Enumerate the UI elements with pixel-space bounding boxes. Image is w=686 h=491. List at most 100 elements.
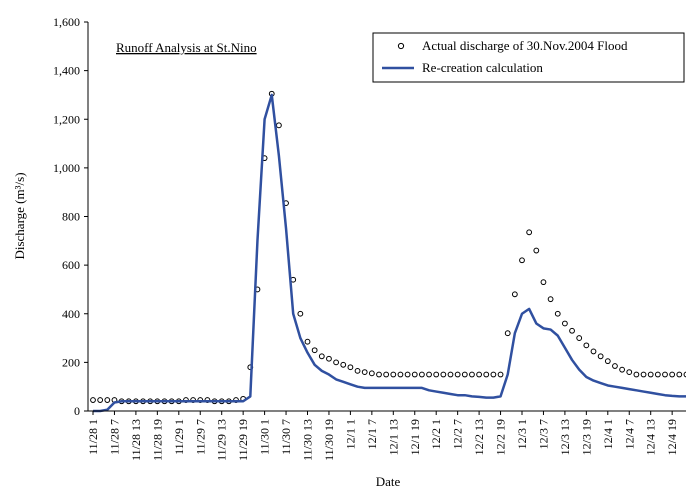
data-point (326, 355, 332, 362)
data-point (504, 330, 511, 337)
x-tick-label: 12/2 7 (451, 419, 465, 449)
data-point (612, 363, 618, 369)
x-axis-label: Date (376, 474, 401, 489)
x-tick-label: 11/28 13 (129, 419, 143, 461)
data-point (633, 371, 640, 378)
x-tick-label: 12/4 1 (601, 419, 615, 449)
data-point (597, 353, 604, 360)
x-tick-label: 12/1 19 (408, 419, 422, 455)
y-tick-label: 1,400 (53, 64, 80, 78)
data-point (640, 371, 647, 378)
data-point (318, 353, 325, 360)
x-tick-label: 11/29 7 (193, 419, 207, 455)
data-point (662, 371, 668, 378)
x-tick-label: 12/2 13 (472, 419, 486, 455)
data-point (404, 371, 411, 378)
data-point (361, 369, 368, 376)
data-point (590, 348, 597, 355)
data-point (383, 371, 390, 378)
data-point (604, 358, 611, 365)
data-point (511, 291, 518, 298)
y-axis-label: Discharge (m³/s) (12, 172, 27, 259)
data-point (619, 366, 625, 373)
x-tick-label: 11/30 19 (322, 419, 336, 461)
data-point (354, 367, 361, 374)
y-tick-label: 1,000 (53, 161, 80, 175)
x-tick-label: 11/30 13 (301, 419, 315, 461)
data-point (562, 320, 568, 327)
x-tick-label: 12/1 13 (386, 419, 400, 455)
data-point (676, 371, 683, 378)
x-tick-label: 12/4 19 (665, 419, 679, 455)
data-point (626, 369, 633, 376)
data-point (526, 229, 533, 236)
data-point (497, 371, 504, 378)
data-point (426, 371, 432, 378)
data-point (461, 371, 468, 378)
chart-title: Runoff Analysis at St.Nino (116, 40, 257, 55)
x-tick-label: 12/4 13 (644, 419, 658, 455)
x-tick-label: 11/28 7 (107, 419, 121, 455)
data-point (376, 371, 382, 378)
x-tick-label: 12/4 7 (622, 419, 636, 449)
series-line (93, 93, 686, 413)
data-point (411, 371, 418, 378)
data-point (669, 371, 676, 378)
x-tick-label: 11/28 1 (86, 419, 100, 455)
data-point (311, 347, 318, 354)
data-point (390, 371, 397, 378)
data-point (297, 310, 304, 317)
x-tick-label: 12/2 19 (494, 419, 508, 455)
data-point (90, 397, 96, 403)
data-point (469, 371, 475, 378)
y-tick-label: 0 (74, 404, 80, 418)
data-point (547, 296, 554, 303)
legend-symbol (397, 42, 405, 50)
data-point (654, 371, 661, 378)
y-tick-label: 600 (62, 258, 80, 272)
data-point (304, 338, 311, 345)
x-tick-label: 12/3 19 (579, 419, 593, 455)
data-point (647, 371, 654, 378)
data-point (433, 371, 440, 378)
x-tick-label: 12/2 1 (429, 419, 443, 449)
data-point (340, 361, 347, 368)
x-tick-label: 11/28 19 (150, 419, 164, 461)
x-tick-label: 11/30 1 (258, 419, 272, 455)
x-tick-label: 12/3 1 (515, 419, 529, 449)
data-point (576, 335, 583, 341)
x-tick-label: 12/1 1 (343, 419, 357, 449)
x-tick-label: 12/3 13 (558, 419, 572, 455)
legend-label: Actual discharge of 30.Nov.2004 Flood (422, 38, 628, 53)
data-point (97, 397, 104, 403)
data-point (104, 397, 111, 403)
data-point (490, 371, 497, 378)
data-point (447, 371, 454, 378)
x-tick-label: 12/1 7 (365, 419, 379, 449)
data-point (347, 364, 354, 371)
data-point (569, 327, 575, 334)
y-tick-label: 200 (62, 355, 80, 369)
data-point (554, 310, 561, 317)
legend-label: Re-creation calculation (422, 60, 543, 75)
data-point (368, 370, 375, 377)
y-tick-label: 1,200 (53, 112, 80, 126)
data-point (519, 257, 525, 264)
x-tick-label: 12/3 7 (536, 419, 550, 449)
data-point (419, 371, 425, 378)
plot-area (90, 90, 686, 413)
data-point (454, 371, 461, 378)
x-tick-label: 11/29 13 (215, 419, 229, 461)
data-point (583, 342, 590, 349)
data-point (683, 371, 686, 378)
data-point (476, 371, 483, 378)
y-tick-label: 1,600 (53, 15, 80, 29)
legend-box (372, 32, 685, 83)
data-point (540, 279, 547, 286)
data-point (440, 371, 447, 378)
x-tick-label: 11/29 1 (172, 419, 186, 455)
x-tick-label: 11/29 19 (236, 419, 250, 461)
data-point (533, 247, 540, 254)
